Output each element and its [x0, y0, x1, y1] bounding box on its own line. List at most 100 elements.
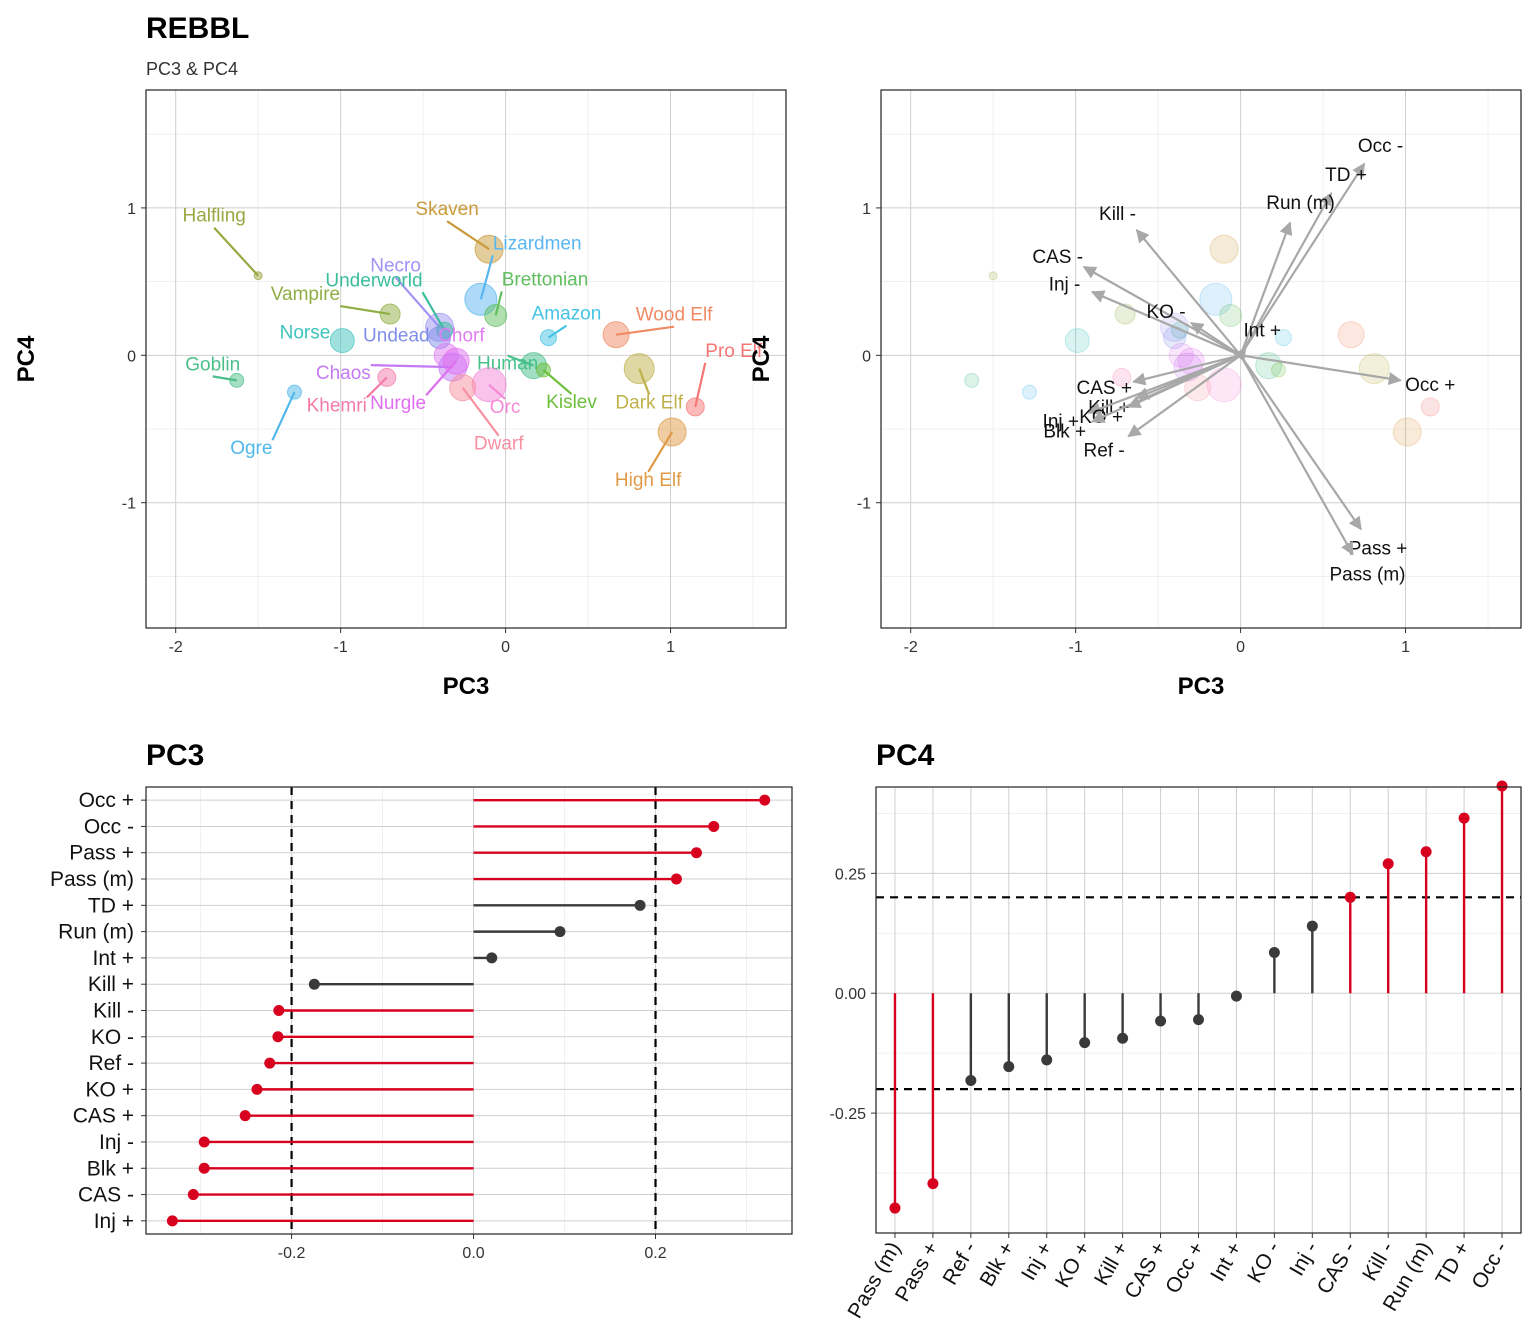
- lollipop-dot: [198, 1162, 210, 1174]
- race-point-faded: [1206, 367, 1242, 403]
- race-label: Amazon: [532, 304, 602, 325]
- race-point-faded: [1337, 321, 1365, 349]
- race-label: Brettonian: [502, 270, 589, 291]
- x-axis-title: PC3: [443, 673, 490, 700]
- lollipop-dot: [927, 1178, 939, 1190]
- lollipop-dot: [965, 1074, 977, 1086]
- lollipop-dot: [1306, 920, 1318, 932]
- y-tick-label: 0: [127, 348, 136, 365]
- category-label: Occ +: [1161, 1238, 1209, 1298]
- lollipop-dot: [1344, 891, 1356, 903]
- lollipop-dot: [1079, 1037, 1091, 1049]
- loading-arrow-label: TD +: [1325, 165, 1367, 186]
- pc3-lollipop-panel: PC3 -0.2 0.0 0.2 Occ + Occ - Pass + Pass (m) TD …: [50, 739, 793, 1262]
- lollipop-dot: [273, 1005, 285, 1016]
- y-tick-label: 0.25: [835, 866, 866, 883]
- category-label: Inj -: [1285, 1238, 1322, 1280]
- loading-arrow-label: Pass +: [1349, 538, 1408, 559]
- x-tick-label: -2: [904, 639, 918, 656]
- race-point-faded: [1271, 362, 1287, 378]
- loading-arrow-label: CAS -: [1032, 247, 1083, 268]
- category-label: Int +: [1206, 1238, 1247, 1285]
- x-tick-label: -2: [169, 639, 183, 656]
- lollipop-dot: [1003, 1061, 1015, 1073]
- category-label: Kill -: [93, 1000, 134, 1023]
- lollipop-dot: [1458, 812, 1470, 824]
- lollipop-dot: [670, 873, 682, 885]
- lollipop-dot: [1117, 1032, 1129, 1044]
- lollipop-dot: [187, 1189, 199, 1201]
- race-label: Pro Elf: [705, 341, 763, 362]
- lollipop-dot: [708, 820, 720, 832]
- race-label: Orc: [490, 397, 521, 418]
- loading-arrow: [1240, 354, 1402, 386]
- loading-arrow: [1087, 354, 1241, 415]
- category-label: KO +: [1051, 1238, 1095, 1291]
- category-label: Occ +: [79, 789, 134, 812]
- race-point: [602, 321, 630, 349]
- loading-arrow: [1233, 346, 1247, 362]
- race-label: High Elf: [615, 470, 682, 491]
- race-point: [484, 304, 508, 328]
- race-point: [253, 271, 263, 281]
- category-label: CAS -: [78, 1184, 134, 1207]
- race-point-faded: [1064, 328, 1090, 354]
- plot-border: [145, 89, 787, 629]
- plot-border: [875, 786, 1522, 1234]
- race-point: [286, 384, 302, 400]
- loading-arrow: [1239, 354, 1362, 531]
- race-point-faded: [1112, 367, 1132, 387]
- category-label: KO -: [1243, 1238, 1285, 1287]
- category-label: Inj -: [99, 1131, 134, 1154]
- loading-arrow: [1239, 162, 1366, 356]
- x-tick-label: 1: [666, 639, 675, 656]
- loading-arrow: [1135, 229, 1242, 357]
- race-point: [379, 303, 401, 325]
- category-label: Pass +: [69, 842, 134, 865]
- race-label: Norse: [280, 323, 331, 344]
- loading-arrow: [1239, 192, 1333, 356]
- loading-arrow-label: Ref -: [1084, 440, 1125, 461]
- race-label: Ogre: [230, 438, 272, 459]
- race-point: [449, 374, 477, 402]
- plot-border: [880, 89, 1522, 629]
- race-point-faded: [1420, 397, 1440, 417]
- lollipop-dot: [272, 1031, 284, 1043]
- lollipop-dot: [1193, 1014, 1204, 1026]
- loading-arrow-label: Kill -: [1099, 204, 1136, 225]
- race-label: Halfling: [182, 206, 245, 227]
- lollipop-dot: [634, 899, 646, 911]
- y-tick-label: 1: [862, 201, 871, 218]
- race-label: Dark Elf: [615, 393, 683, 414]
- loading-arrow-label: Occ +: [1405, 375, 1455, 396]
- lollipop-dot: [554, 926, 566, 938]
- race-label: Wood Elf: [636, 305, 713, 326]
- loading-arrow: [1239, 354, 1354, 556]
- category-label: Ref -: [939, 1238, 982, 1289]
- race-label: Underworld: [325, 270, 422, 291]
- race-point-faded: [1199, 282, 1233, 316]
- lollipop-dot: [690, 847, 702, 859]
- category-label: CAS -: [1313, 1238, 1361, 1298]
- scatter-panel: -2 -1 0 1 -1 0 1 PC3 PC4 Skaven Lizardmen Brettonia…: [13, 89, 787, 700]
- label-leader-line: [271, 391, 296, 441]
- lollipop-dot: [251, 1083, 263, 1095]
- lollipop-dot: [1496, 780, 1508, 792]
- x-tick-label: 0.0: [462, 1245, 484, 1262]
- category-label: Int +: [93, 947, 134, 970]
- y-tick-label: -1: [857, 496, 871, 513]
- y-axis-title: PC4: [748, 335, 775, 382]
- x-tick-label: -1: [1069, 639, 1083, 656]
- category-label: Blk +: [976, 1238, 1020, 1290]
- lollipop-dot: [264, 1057, 276, 1069]
- race-label: Kislev: [546, 392, 597, 413]
- lollipop-dot: [889, 1202, 901, 1214]
- page-subtitle: PC3 & PC4: [146, 59, 238, 79]
- lollipop-dot: [1041, 1054, 1053, 1066]
- lollipop-dot: [239, 1110, 251, 1122]
- x-tick-label: 0: [501, 639, 510, 656]
- race-point-faded: [1021, 384, 1037, 400]
- lollipop-dot: [166, 1215, 178, 1227]
- race-label: Khemri: [307, 395, 367, 416]
